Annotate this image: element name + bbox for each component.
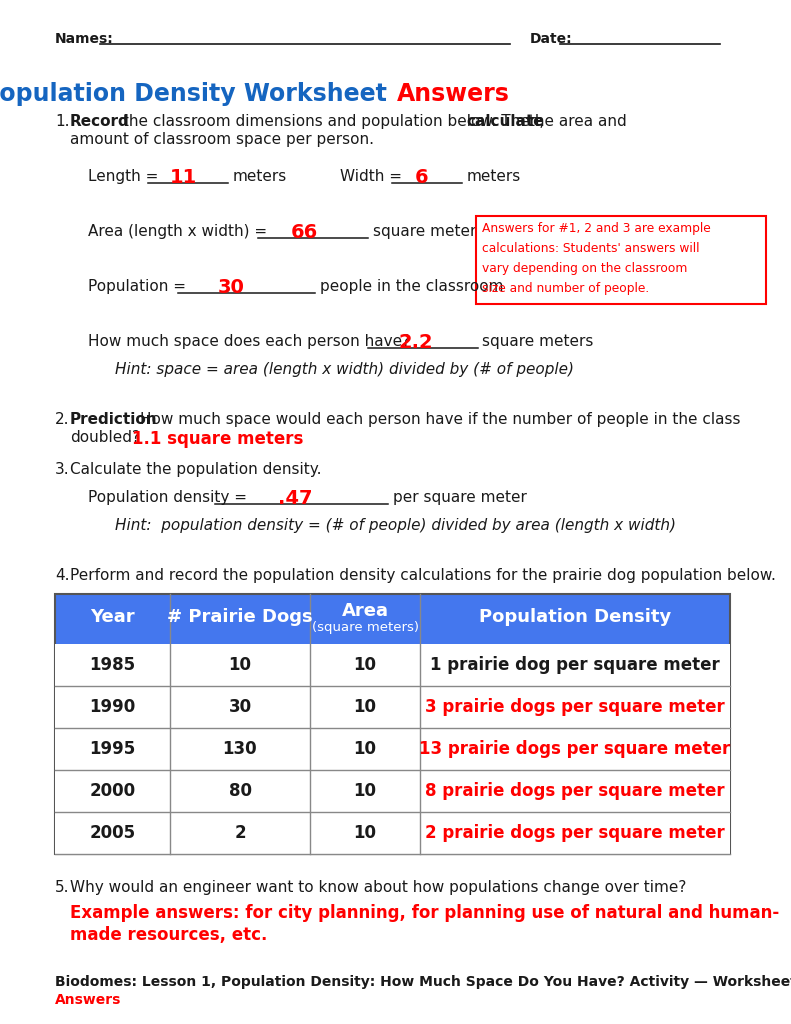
Text: : How much space would each person have if the number of people in the class: : How much space would each person have … (130, 412, 740, 427)
Text: Answers: Answers (397, 82, 510, 106)
Text: meters: meters (233, 169, 287, 184)
Text: Length =: Length = (88, 169, 163, 184)
Text: square meters: square meters (482, 334, 593, 349)
Bar (55, 686, 730, 728)
Text: Answers: Answers (55, 993, 121, 1007)
Text: 30: 30 (229, 698, 252, 716)
Text: Hint:  population density = (# of people) divided by area (length x width): Hint: population density = (# of people)… (115, 518, 676, 534)
Text: 3.: 3. (55, 462, 70, 477)
Text: 66: 66 (291, 223, 318, 242)
Text: Date:: Date: (530, 32, 573, 46)
Text: 11: 11 (170, 168, 197, 187)
Bar (55, 594, 730, 644)
Text: 10: 10 (354, 740, 377, 758)
Bar (55, 728, 730, 770)
Text: 2: 2 (234, 824, 246, 842)
Bar (55, 770, 730, 812)
Text: 6: 6 (415, 168, 429, 187)
Bar (55, 644, 730, 686)
Text: 5.: 5. (55, 880, 70, 895)
Text: 10: 10 (229, 656, 252, 674)
Text: meters: meters (467, 169, 521, 184)
Text: calculations: Students' answers will: calculations: Students' answers will (482, 242, 699, 255)
Text: 2.2: 2.2 (398, 333, 433, 352)
Text: Hint: space = area (length x width) divided by (# of people): Hint: space = area (length x width) divi… (115, 362, 574, 377)
Text: amount of classroom space per person.: amount of classroom space per person. (70, 132, 374, 147)
Text: vary depending on the classroom: vary depending on the classroom (482, 262, 687, 275)
Text: 1 prairie dog per square meter: 1 prairie dog per square meter (430, 656, 720, 674)
Text: 2 prairie dogs per square meter: 2 prairie dogs per square meter (425, 824, 725, 842)
Text: 130: 130 (223, 740, 257, 758)
Text: 13 prairie dogs per square meter: 13 prairie dogs per square meter (419, 740, 731, 758)
Text: Population Density Worksheet: Population Density Worksheet (0, 82, 395, 106)
Text: 1.1 square meters: 1.1 square meters (132, 430, 304, 449)
Text: 4.: 4. (55, 568, 70, 583)
Text: 2000: 2000 (89, 782, 135, 800)
Text: Why would an engineer want to know about how populations change over time?: Why would an engineer want to know about… (70, 880, 687, 895)
Text: the classroom dimensions and population below. Then,: the classroom dimensions and population … (118, 114, 549, 129)
Text: Population Density: Population Density (479, 608, 671, 626)
Text: the area and: the area and (524, 114, 626, 129)
Text: 2.: 2. (55, 412, 70, 427)
Text: Population density =: Population density = (88, 490, 252, 505)
Text: Year: Year (90, 608, 134, 626)
Text: Population =: Population = (88, 279, 191, 294)
Text: 10: 10 (354, 782, 377, 800)
Text: Biodomes: Lesson 1, Population Density: How Much Space Do You Have? Activity — W: Biodomes: Lesson 1, Population Density: … (55, 975, 791, 989)
Text: 10: 10 (354, 656, 377, 674)
Text: Area (length x width) =: Area (length x width) = (88, 224, 272, 239)
Text: made resources, etc.: made resources, etc. (70, 926, 267, 944)
Text: 80: 80 (229, 782, 252, 800)
Text: 1990: 1990 (89, 698, 135, 716)
Text: Calculate the population density.: Calculate the population density. (70, 462, 321, 477)
Text: 3 prairie dogs per square meter: 3 prairie dogs per square meter (425, 698, 725, 716)
Text: 30: 30 (218, 278, 245, 297)
Text: calculate: calculate (466, 114, 543, 129)
Text: doubled?: doubled? (70, 430, 140, 445)
Text: How much space does each person have?: How much space does each person have? (88, 334, 415, 349)
Text: Area: Area (342, 602, 388, 620)
Text: size and number of people.: size and number of people. (482, 282, 649, 295)
Text: per square meter: per square meter (393, 490, 527, 505)
Bar (55, 594, 730, 854)
Text: 2005: 2005 (89, 824, 135, 842)
Text: Example answers: for city planning, for planning use of natural and human-: Example answers: for city planning, for … (70, 904, 779, 922)
Text: Names:: Names: (55, 32, 114, 46)
Text: Perform and record the population density calculations for the prairie dog popul: Perform and record the population densit… (70, 568, 776, 583)
Text: Answers for #1, 2 and 3 are example: Answers for #1, 2 and 3 are example (482, 222, 711, 234)
Text: 1995: 1995 (89, 740, 135, 758)
Bar (476, 216, 766, 304)
Text: 1985: 1985 (89, 656, 135, 674)
Text: 1.: 1. (55, 114, 70, 129)
Text: 10: 10 (354, 824, 377, 842)
Text: # Prairie Dogs: # Prairie Dogs (167, 608, 312, 626)
Text: 8 prairie dogs per square meter: 8 prairie dogs per square meter (426, 782, 725, 800)
Text: .47: .47 (278, 489, 312, 508)
Text: Record: Record (70, 114, 130, 129)
Text: 10: 10 (354, 698, 377, 716)
Text: square meters: square meters (373, 224, 484, 239)
Text: Width =: Width = (340, 169, 407, 184)
Text: Prediction: Prediction (70, 412, 157, 427)
Text: (square meters): (square meters) (312, 621, 418, 634)
Bar (55, 812, 730, 854)
Text: people in the classroom: people in the classroom (320, 279, 504, 294)
